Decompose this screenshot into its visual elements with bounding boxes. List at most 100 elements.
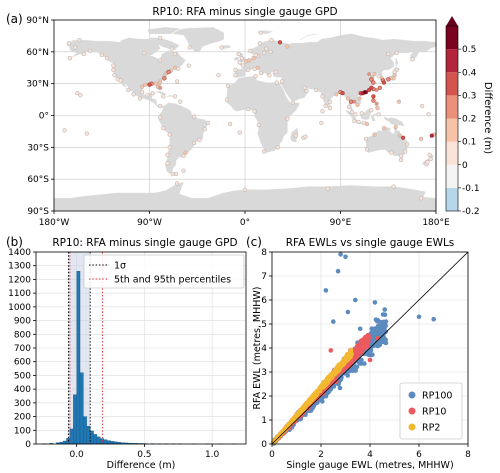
scatter-point-rp10 [375,336,380,341]
histogram-bar [103,439,108,445]
station-marker [81,51,86,57]
colorbar: -0.2 -0.1 0 0.1 0.2 0.3 0.4 0.5 [445,16,480,217]
scatter-point-rp100 [416,314,422,320]
histogram-x-label: Difference (m) [107,460,176,471]
histogram-bar [62,440,67,445]
station-marker [78,93,83,98]
map-x-ticks: 180°W 90°W 0° 90°E 180°E [39,211,450,228]
scatter-legend-marker [408,391,416,399]
scatter-point-rp100 [354,364,360,370]
station-marker [174,79,180,84]
station-marker [237,130,242,135]
scatter-point-rp100 [319,397,324,403]
station-marker [264,46,269,51]
colorbar-tick-label: 0.5 [462,45,476,55]
station-marker [269,38,274,43]
histogram-legend: 1σ 5th and 95th percentiles [83,254,245,289]
station-marker [376,112,381,117]
station-marker [233,67,238,73]
histogram-y-tick-label: 600 [14,358,31,368]
map-x-tick-label: 180°E [422,218,450,228]
station-marker [170,171,175,177]
station-marker [375,105,380,111]
scatter-legend-label: RP100 [422,391,452,402]
scatter-point-rp100 [382,324,387,330]
station-marker [99,52,104,58]
station-marker [320,94,325,99]
histogram-x-tick-label: 0.5 [137,450,151,460]
station-marker [131,92,136,97]
scatter-point-rp100 [366,348,372,353]
station-marker [239,56,244,61]
station-marker [75,91,80,96]
station-marker [320,109,325,114]
station-marker [293,133,299,138]
histogram-x-tick-label: 0.0 [69,450,84,460]
station-marker [197,137,202,143]
panel-c-letter: (c) [246,235,262,249]
station-marker [157,85,163,91]
land-greenland [172,27,225,52]
station-marker [169,46,174,51]
station-marker [426,112,431,117]
scatter-y-tick-label: 2 [261,392,267,402]
scatter-point-rp2 [311,395,316,401]
colorbar-tick-label: 0.4 [462,68,477,78]
station-marker [346,104,352,110]
station-marker [251,56,256,61]
station-marker [302,85,307,91]
histogram-y-tick-label: 1300 [8,262,31,272]
station-marker [303,134,308,139]
scatter-y-label: RFA EWL (metres, MHHW) [252,286,263,409]
scatter-point-rp10 [360,344,366,350]
station-marker [142,50,147,56]
station-marker [161,126,166,131]
station-marker [377,85,382,91]
station-marker [405,142,410,147]
colorbar-tick-label: 0 [462,161,468,171]
histogram-bar [69,428,74,445]
station-marker [420,103,425,109]
scatter-point-rp100 [374,343,380,349]
scatter-point-rp2 [343,357,349,362]
station-marker [418,196,424,201]
station-marker [246,106,251,112]
scatter-point-rp10 [355,352,361,358]
station-marker [290,100,295,105]
colorbar-segment [446,141,458,165]
histogram-legend-label: 5th and 95th percentiles [114,275,231,286]
scatter-point-rp2 [282,427,288,433]
station-marker [366,71,372,77]
station-marker [313,87,319,93]
land-sulawesi [371,113,378,122]
map-stations [62,30,437,201]
station-marker [162,76,167,81]
scatter-point-rp100 [378,320,384,326]
station-marker [389,150,394,155]
station-marker [327,105,333,111]
station-marker [167,132,172,137]
station-marker [186,63,191,68]
scatter-legend-box [399,382,463,440]
station-marker [219,45,224,50]
station-marker [372,71,377,77]
station-marker [285,44,290,49]
station-marker [167,145,172,150]
scatter-title: RFA EWLs vs single gauge EWLs [286,237,455,249]
histogram-bar [76,271,81,445]
histogram-y-ticks: 0 100 200 300 400 500 600 700 800 900 1000 1100 1200… [8,248,36,450]
land-eurasia [234,33,437,115]
station-marker [374,101,379,106]
station-marker [111,63,116,68]
station-marker [157,115,163,120]
histogram-bar [110,441,115,445]
colorbar-segment [446,187,458,211]
map-y-tick-label: 30°N [26,80,49,90]
station-marker [147,82,152,87]
scatter-point-rp100 [335,268,341,274]
station-marker [172,94,178,99]
scatter-legend: RP100 RP10 RP2 [399,382,463,440]
colorbar-segment [446,164,458,188]
land-victoria-island [119,37,140,44]
station-marker [369,77,374,82]
